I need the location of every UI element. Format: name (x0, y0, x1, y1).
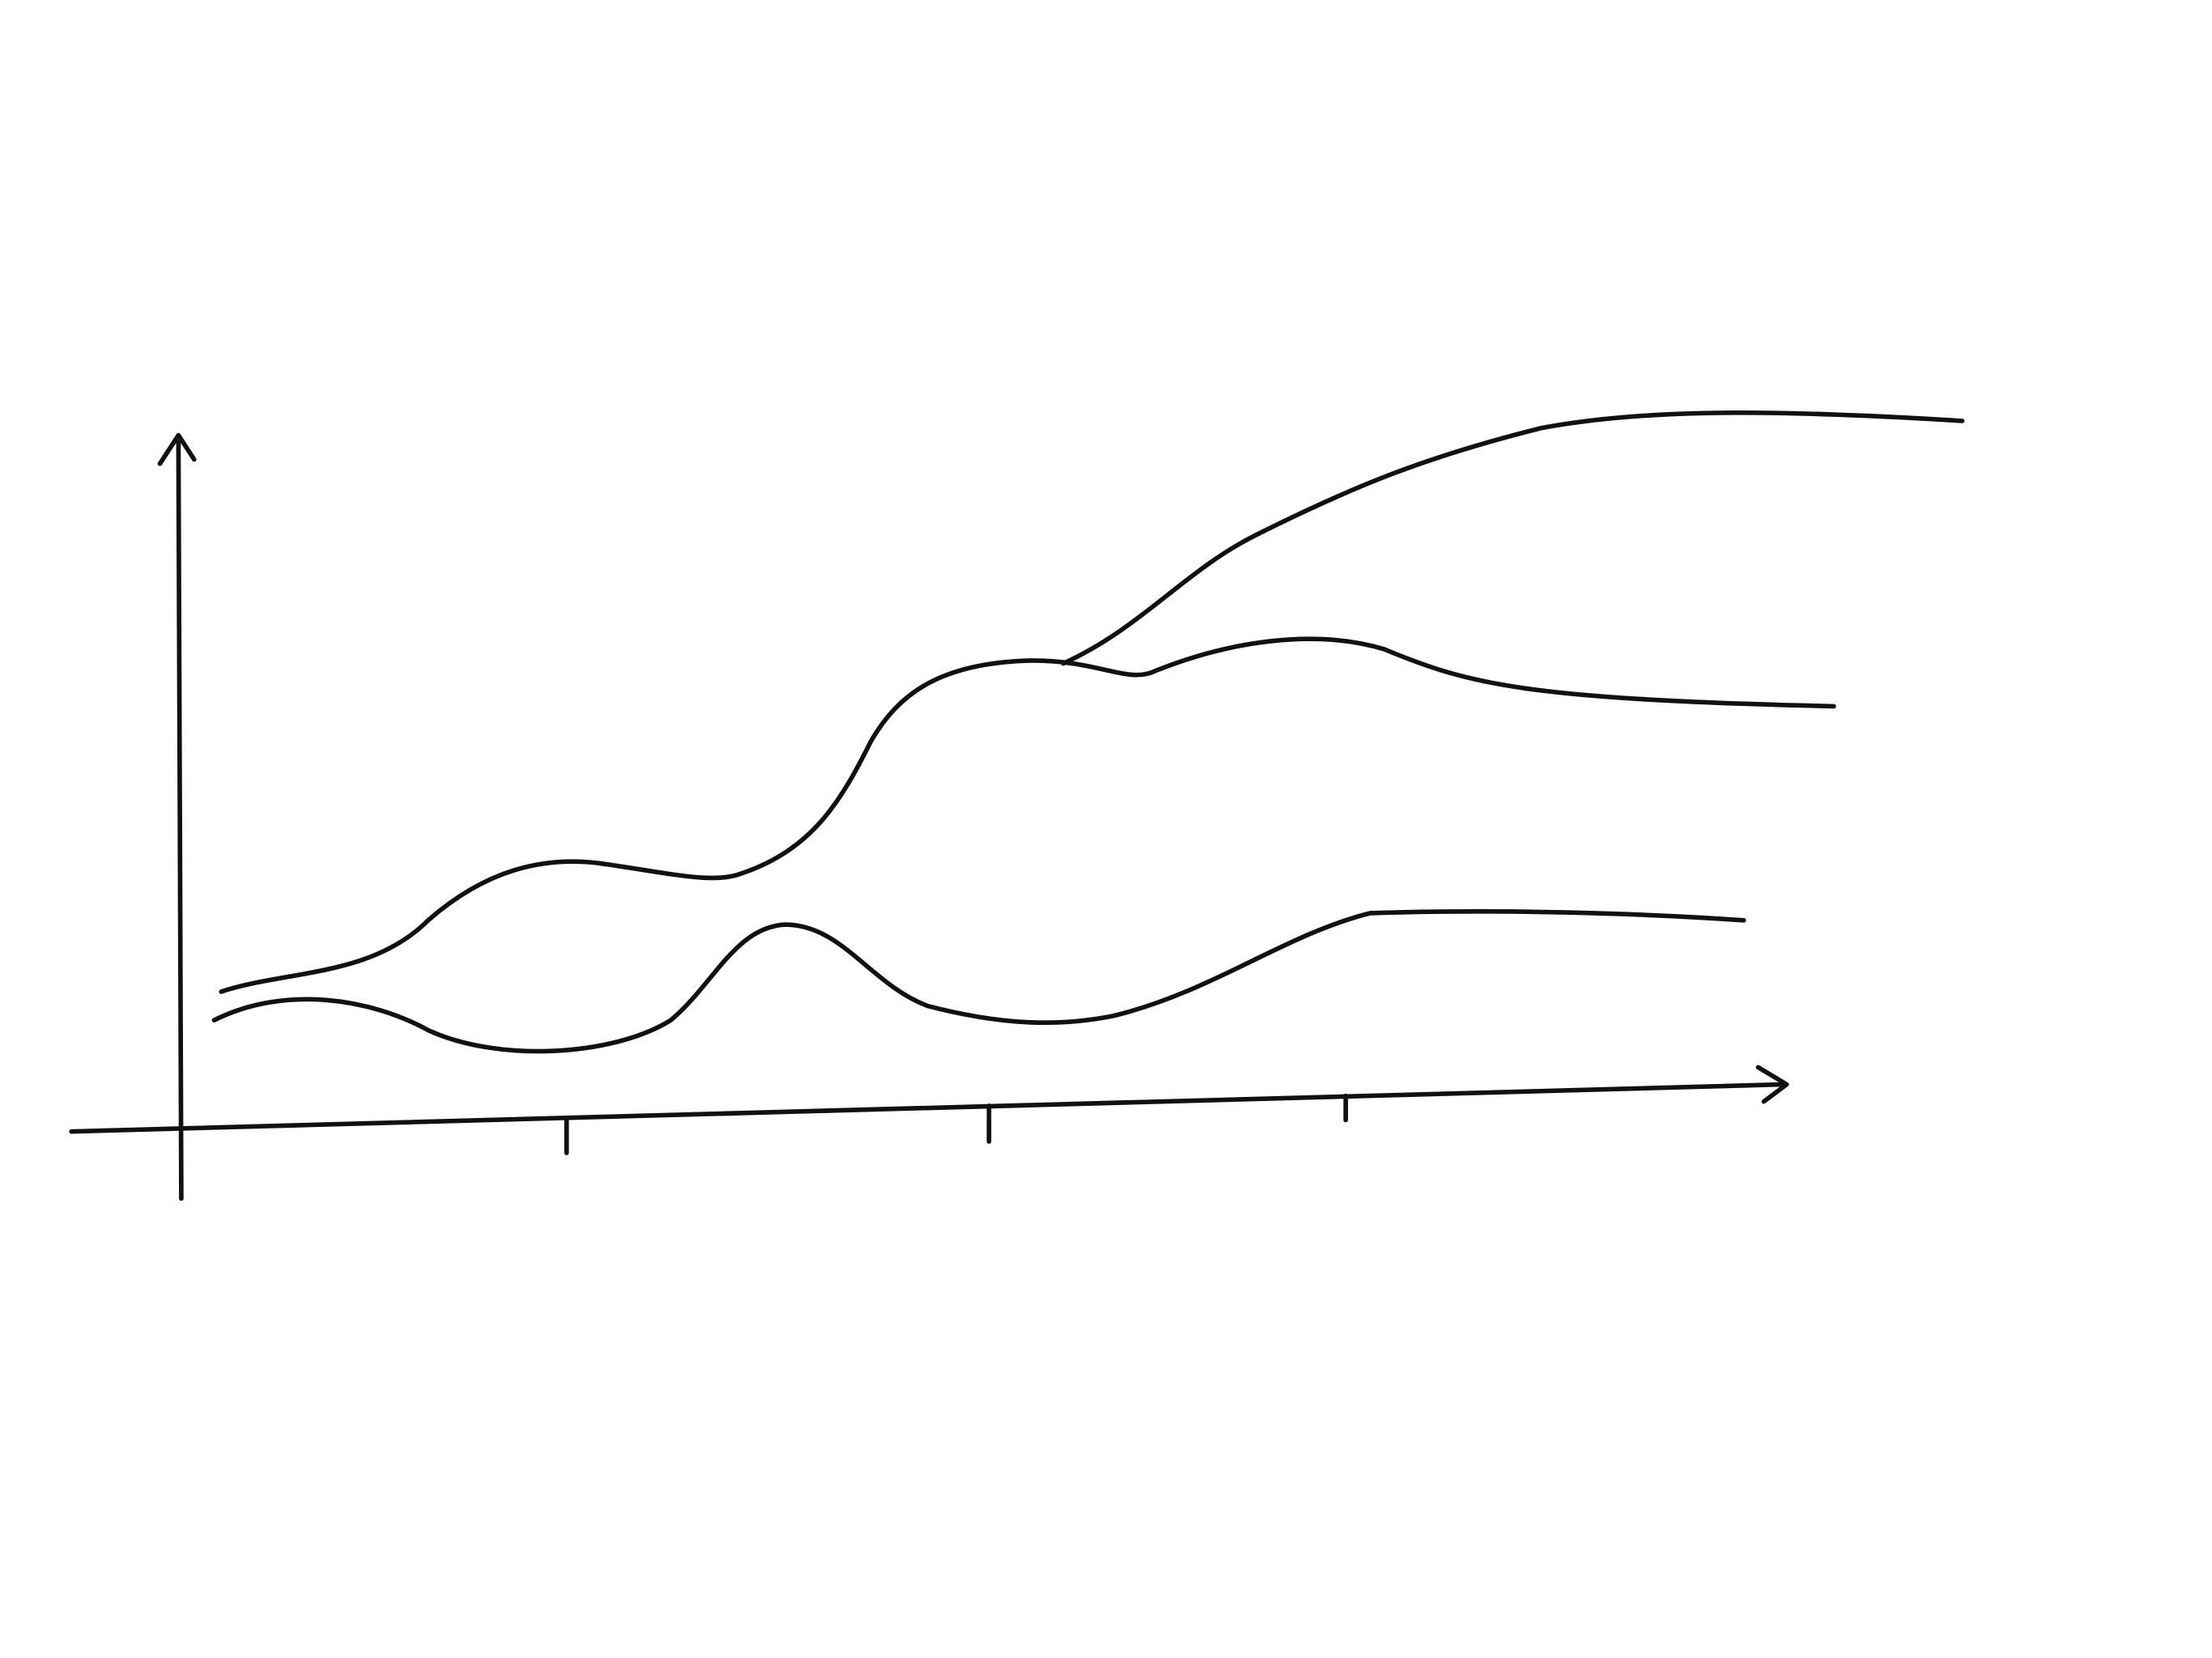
space-boundary (1061, 410, 1965, 666)
x-axis (69, 1065, 1789, 1134)
x-ticks (564, 1093, 1348, 1155)
private-boundary (211, 909, 1746, 1054)
y-axis (157, 432, 197, 1201)
military-boundary (219, 636, 1836, 994)
